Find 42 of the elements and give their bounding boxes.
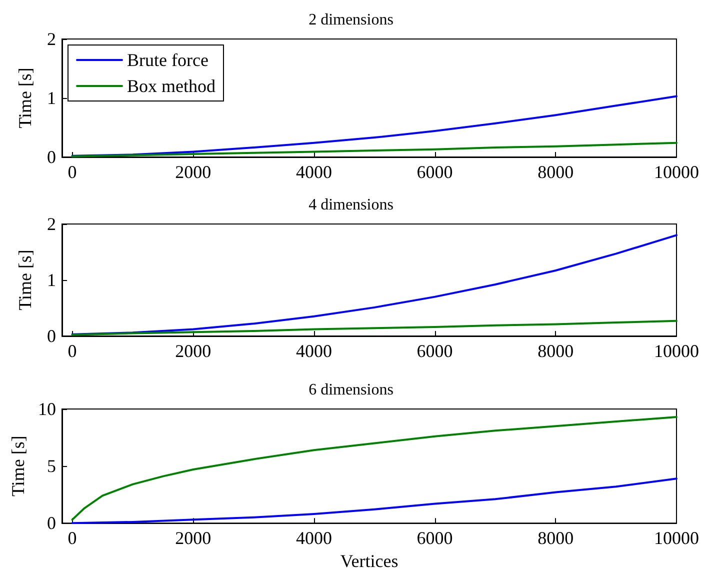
y-tick-label: 0 — [47, 513, 56, 534]
x-tick-label: 0 — [68, 162, 77, 182]
y-axis-title: Time [s] — [15, 250, 35, 310]
y-axis-title: Time [s] — [15, 68, 35, 128]
x-tick-label: 10000 — [654, 341, 699, 361]
line-series — [71, 478, 678, 524]
y-tick-label: 10 — [38, 399, 56, 419]
x-tick-label: 8000 — [538, 341, 574, 361]
y-tick-label: 1 — [47, 270, 56, 290]
x-tick-label: 8000 — [538, 162, 574, 182]
x-tick-label: 6000 — [416, 341, 453, 361]
x-tick-label: 6000 — [416, 162, 453, 182]
x-tick-label: 10000 — [654, 162, 699, 182]
x-tick-label: 0 — [68, 528, 77, 548]
x-tick-label: 4000 — [296, 341, 332, 361]
x-tick-label: 0 — [68, 341, 77, 361]
chart-title: 4 dimensions — [308, 196, 394, 214]
x-axis-title: Vertices — [340, 551, 398, 571]
x-tick-label: 2000 — [175, 528, 212, 548]
x-tick-label: 10000 — [654, 528, 699, 548]
x-tick-label: 4000 — [296, 528, 332, 548]
y-tick-label: 2 — [47, 29, 56, 49]
y-tick-label: 2 — [47, 214, 56, 234]
y-tick-label: 0 — [47, 326, 56, 346]
x-tick-label: 4000 — [296, 162, 332, 182]
legend-label: Box method — [127, 76, 216, 96]
line-series — [71, 416, 678, 521]
y-tick-label: 5 — [47, 456, 56, 476]
y-tick-label: 1 — [47, 88, 56, 108]
chart-title: 6 dimensions — [308, 382, 394, 398]
x-tick-label: 2000 — [175, 162, 212, 182]
legend-label: Brute force — [127, 50, 208, 70]
chart-title: 2 dimensions — [308, 12, 394, 28]
line-series — [71, 320, 678, 336]
line-series — [71, 95, 678, 157]
line-series — [71, 234, 678, 336]
x-tick-label: 6000 — [416, 528, 453, 548]
x-tick-label: 8000 — [538, 528, 574, 548]
x-tick-label: 2000 — [175, 341, 212, 361]
y-axis-title: Time [s] — [8, 436, 28, 496]
line-series — [71, 142, 678, 158]
y-tick-label: 0 — [47, 147, 56, 167]
